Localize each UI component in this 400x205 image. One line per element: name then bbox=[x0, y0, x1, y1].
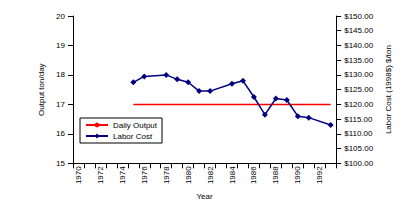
svg-text:Daily Output: Daily Output bbox=[113, 121, 158, 130]
svg-text:Output ton/day: Output ton/day bbox=[37, 63, 46, 115]
svg-text:20: 20 bbox=[56, 12, 65, 21]
svg-text:$110.00: $110.00 bbox=[344, 129, 373, 138]
svg-text:$140.00: $140.00 bbox=[344, 41, 373, 50]
svg-text:$145.00: $145.00 bbox=[344, 26, 373, 35]
svg-text:16: 16 bbox=[56, 129, 65, 138]
svg-text:$135.00: $135.00 bbox=[344, 56, 373, 65]
svg-text:1984: 1984 bbox=[228, 166, 237, 184]
svg-text:$105.00: $105.00 bbox=[344, 144, 373, 153]
svg-text:Labor Cost (1998$) $/ton: Labor Cost (1998$) $/ton bbox=[384, 45, 393, 134]
svg-text:1982: 1982 bbox=[206, 166, 215, 184]
svg-text:1978: 1978 bbox=[162, 166, 171, 184]
svg-text:$120.00: $120.00 bbox=[344, 100, 373, 109]
svg-text:15: 15 bbox=[56, 159, 65, 168]
svg-text:1974: 1974 bbox=[118, 166, 127, 184]
svg-text:1980: 1980 bbox=[184, 166, 193, 184]
svg-text:1992: 1992 bbox=[315, 166, 324, 184]
svg-text:Labor Cost: Labor Cost bbox=[113, 132, 153, 141]
svg-text:$150.00: $150.00 bbox=[344, 12, 373, 21]
svg-text:1970: 1970 bbox=[74, 166, 83, 184]
svg-text:1990: 1990 bbox=[293, 166, 302, 184]
svg-text:19: 19 bbox=[56, 41, 65, 50]
svg-text:Year: Year bbox=[197, 192, 214, 201]
svg-text:17: 17 bbox=[56, 100, 65, 109]
svg-text:1976: 1976 bbox=[140, 166, 149, 184]
svg-text:$125.00: $125.00 bbox=[344, 85, 373, 94]
svg-text:1986: 1986 bbox=[249, 166, 258, 184]
svg-text:18: 18 bbox=[56, 70, 65, 79]
svg-text:1988: 1988 bbox=[271, 166, 280, 184]
svg-text:1972: 1972 bbox=[96, 166, 105, 184]
svg-text:$100.00: $100.00 bbox=[344, 159, 373, 168]
svg-text:$130.00: $130.00 bbox=[344, 70, 373, 79]
svg-text:$115.00: $115.00 bbox=[344, 115, 373, 124]
